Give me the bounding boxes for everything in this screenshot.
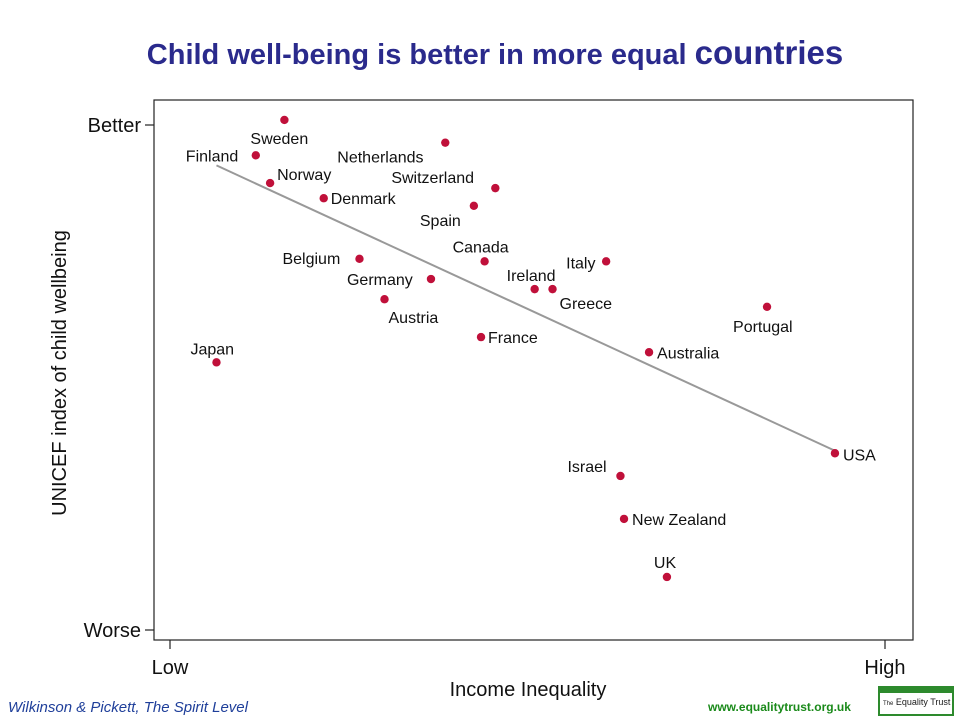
point-label: USA	[843, 447, 876, 464]
y-tick-label: Better	[88, 115, 142, 137]
data-point	[616, 471, 625, 481]
data-point	[212, 358, 221, 367]
data-point	[265, 178, 275, 188]
chart-title-emphasis: countries	[694, 34, 844, 71]
y-axis-label: UNICEF index of child wellbeing	[49, 230, 71, 516]
data-point	[469, 201, 479, 210]
point-label: Denmark	[331, 191, 397, 208]
point-label: Germany	[347, 272, 413, 289]
point-label: Austria	[389, 310, 439, 327]
trend-line	[216, 164, 836, 452]
point-label: Canada	[453, 239, 509, 256]
point-label: France	[488, 330, 538, 347]
plot-frame	[153, 99, 914, 641]
point-label: New Zealand	[632, 512, 726, 529]
point-label: Norway	[277, 167, 331, 184]
point-label: Sweden	[250, 131, 308, 148]
data-point	[619, 514, 629, 524]
data-point	[644, 348, 654, 357]
chart-title-main: Child well-being is better in more equal	[146, 39, 687, 71]
data-point	[662, 572, 672, 582]
x-tick-label: Low	[152, 657, 189, 679]
point-label: Japan	[190, 341, 234, 358]
data-point	[480, 257, 489, 266]
point-label: Netherlands	[337, 150, 423, 167]
point-label: Spain	[420, 213, 461, 230]
data-point	[355, 254, 364, 264]
data-point	[426, 274, 436, 284]
point-label: Australia	[657, 345, 719, 362]
data-point	[319, 194, 328, 203]
point-label: UK	[654, 555, 677, 572]
data-point	[491, 183, 500, 193]
point-label: Switzerland	[391, 170, 474, 187]
x-axis-label: Income Inequality	[450, 679, 607, 701]
data-point	[441, 138, 450, 147]
data-point	[380, 295, 389, 304]
point-label: Belgium	[282, 251, 340, 268]
data-point	[830, 449, 840, 458]
data-point	[280, 115, 289, 125]
point-label: Finland	[186, 148, 238, 165]
point-label: Italy	[566, 255, 595, 272]
x-tick-label: High	[864, 657, 905, 679]
point-label: Israel	[567, 459, 606, 476]
website-link[interactable]: www.equalitytrust.org.uk	[708, 700, 851, 714]
point-label: Greece	[560, 296, 613, 313]
data-point	[476, 332, 486, 342]
data-point	[530, 284, 539, 294]
data-point	[251, 151, 260, 160]
data-point	[601, 257, 611, 266]
equality-trust-logo: The Equality Trust	[878, 686, 954, 716]
point-label: Ireland	[507, 268, 556, 285]
y-tick-label: Worse	[84, 620, 141, 642]
source-credit: Wilkinson & Pickett, The Spirit Level	[8, 699, 248, 716]
data-point	[548, 284, 557, 294]
chart-title: Child well-being is better in more equal…	[0, 34, 960, 72]
data-point	[762, 302, 772, 311]
point-label: Portugal	[733, 319, 793, 336]
